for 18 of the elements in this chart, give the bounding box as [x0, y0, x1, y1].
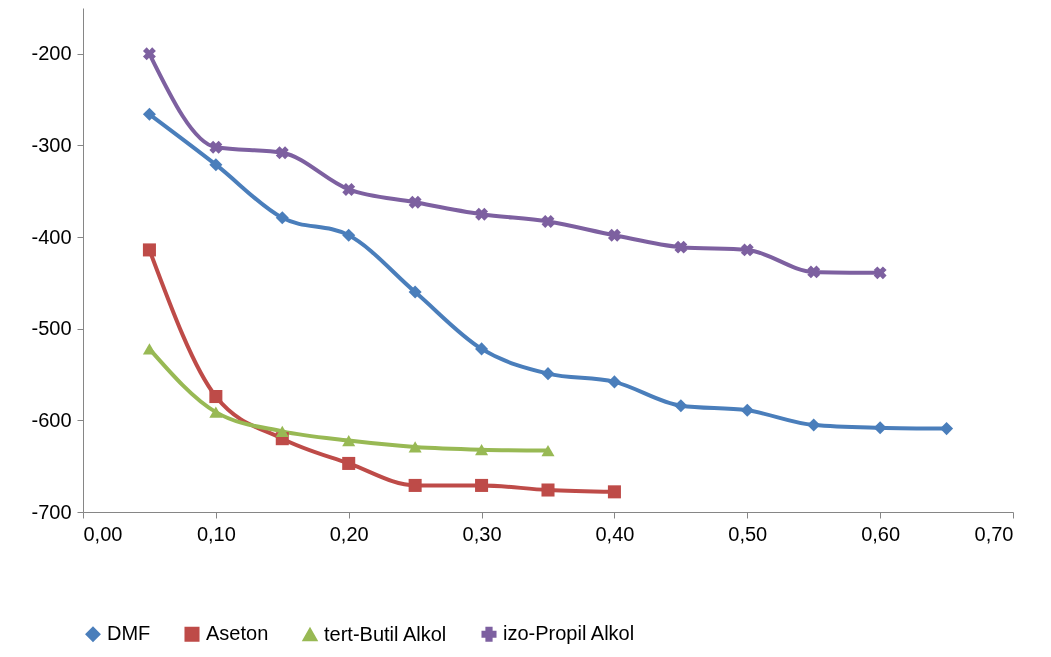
x-tick-label: 0,60 — [861, 522, 901, 545]
x-tick-label: 0,40 — [595, 522, 635, 545]
x-tick-label: 0,50 — [728, 522, 768, 545]
y-tick-label: -600 — [31, 408, 72, 431]
x-tick-label: 0,20 — [329, 522, 369, 545]
y-tick-label: -400 — [31, 225, 72, 248]
legend-label: DMF — [107, 622, 151, 645]
legend-label: tert-Butil Alkol — [324, 622, 447, 645]
y-tick-label: -700 — [31, 500, 72, 523]
x-tick-label: 0,30 — [462, 522, 502, 545]
x-tick-label: 0,70 — [974, 522, 1014, 545]
y-tick-label: -300 — [31, 133, 72, 156]
legend-label: Aseton — [206, 622, 269, 645]
legend-label: izo-Propil Alkol — [503, 622, 635, 645]
y-tick-label: -200 — [31, 42, 72, 65]
x-tick-label: 0,10 — [196, 522, 236, 545]
x-tick-label: 0,00 — [83, 522, 123, 545]
y-tick-label: -500 — [31, 317, 72, 340]
